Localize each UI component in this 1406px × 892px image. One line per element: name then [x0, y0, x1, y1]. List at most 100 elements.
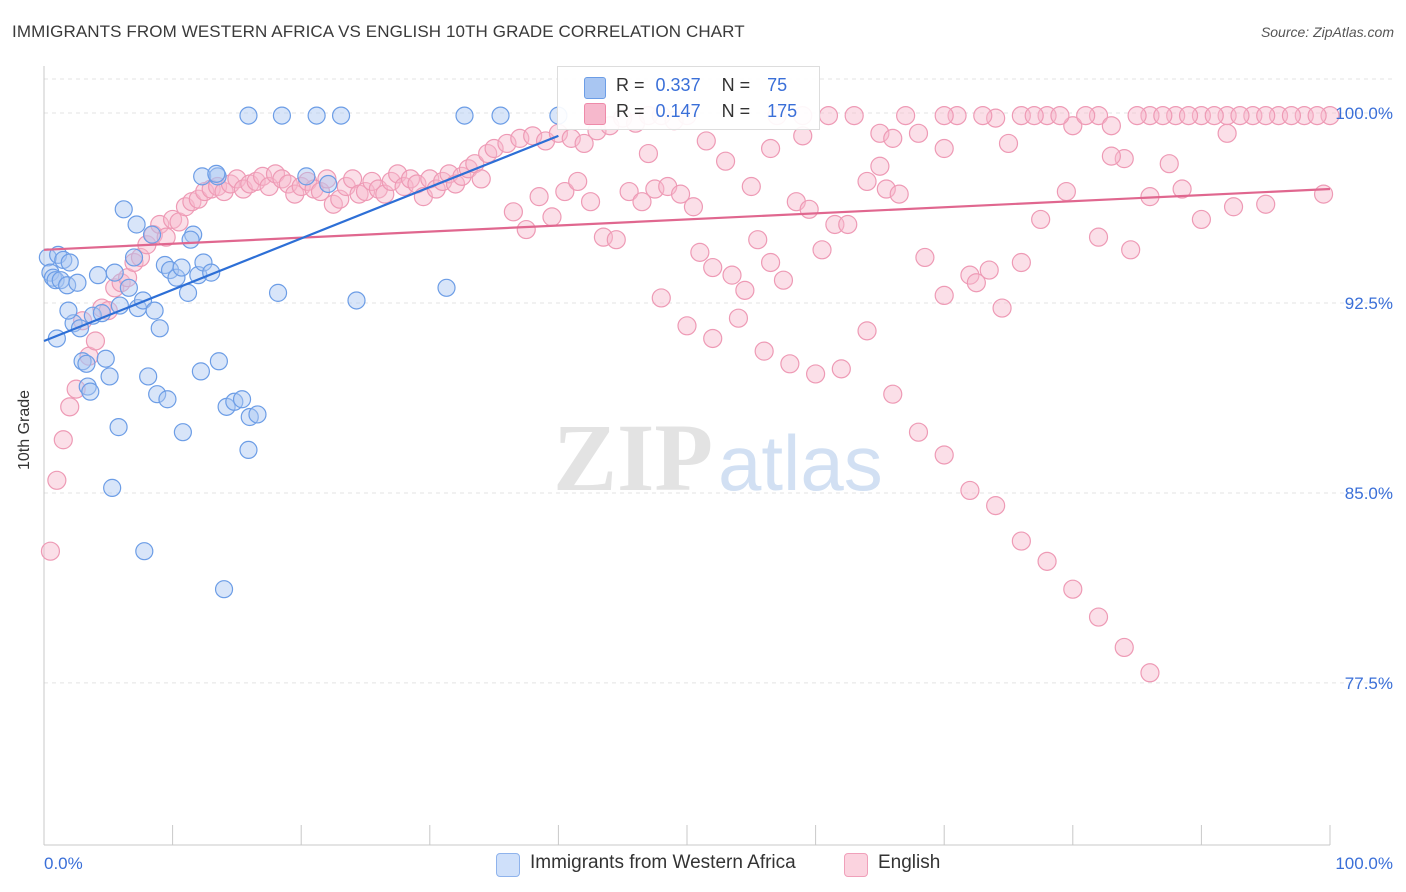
english-point — [1140, 663, 1160, 683]
english-trend-line — [43, 187, 1331, 251]
english-point — [1178, 105, 1199, 126]
english-point — [1056, 181, 1076, 202]
western-africa-points — [38, 106, 568, 599]
english-point — [986, 496, 1006, 516]
western-africa-point — [173, 423, 192, 442]
english-point — [973, 105, 993, 126]
english-point — [812, 240, 832, 260]
legend-row-text: R = 0.147 N = 175 — [616, 101, 797, 122]
english-point — [85, 331, 106, 351]
english-point — [799, 199, 819, 219]
english-point — [272, 169, 292, 189]
y-tick-label: 85.0% — [1345, 484, 1393, 503]
english-point — [1307, 105, 1327, 126]
english-point — [606, 230, 626, 250]
english-point — [844, 105, 864, 126]
english-point — [838, 214, 858, 235]
english-point — [683, 197, 704, 217]
x-tick-label: 100.0% — [1335, 854, 1393, 873]
english-point — [47, 470, 67, 490]
english-point — [375, 184, 395, 204]
western-africa-point — [124, 248, 144, 267]
english-point — [1101, 116, 1121, 136]
western-africa-point — [491, 106, 510, 125]
english-point — [388, 164, 408, 184]
english-point — [1063, 579, 1083, 599]
english-point — [818, 105, 839, 126]
english-point — [1114, 637, 1134, 658]
english-point — [503, 202, 523, 222]
english-point — [748, 230, 768, 250]
english-point — [728, 308, 749, 328]
english-point — [805, 364, 826, 384]
english-point — [1063, 116, 1083, 136]
english-point — [1230, 105, 1250, 126]
english-point — [1127, 105, 1147, 126]
english-point — [1256, 105, 1276, 126]
english-point — [934, 445, 954, 465]
english-point — [1159, 154, 1179, 174]
western-africa-point — [139, 367, 158, 386]
english-point — [1153, 105, 1173, 126]
english-point — [124, 252, 144, 273]
english-point — [150, 214, 170, 235]
n-label: N = — [721, 101, 751, 121]
english-point — [580, 192, 601, 212]
western-africa-point — [105, 263, 124, 282]
english-point — [1172, 179, 1192, 199]
r-label: R = — [616, 75, 645, 95]
western-africa-point — [307, 106, 326, 125]
english-point — [690, 242, 710, 262]
western-africa-point — [455, 106, 474, 125]
english-point — [1011, 252, 1031, 273]
western-africa-point — [297, 167, 316, 186]
english-point — [317, 169, 337, 189]
english-point — [1204, 105, 1224, 126]
english-point — [1101, 146, 1121, 166]
western-africa-point — [158, 390, 177, 409]
western-africa-point — [96, 349, 115, 368]
english-point — [857, 171, 877, 192]
n-label: N = — [721, 75, 751, 95]
english-point — [574, 133, 594, 154]
western-africa-point — [60, 253, 79, 272]
english-point — [1088, 227, 1109, 247]
english-point — [362, 171, 382, 192]
english-point — [696, 131, 716, 151]
r-value: 0.147 — [655, 101, 701, 121]
english-point — [156, 227, 176, 247]
legend-swatch-pink — [584, 103, 606, 125]
western-africa-point — [331, 106, 351, 125]
english-point — [760, 138, 781, 159]
english-point — [227, 169, 247, 189]
watermark-zip: ZIP — [553, 404, 713, 511]
english-point — [323, 194, 343, 214]
western-africa-point — [209, 352, 228, 371]
english-point — [960, 265, 980, 285]
tick-labels: 100.0% 92.5% 85.0% 77.5% 0.0% 100.0% — [44, 104, 1393, 873]
western-africa-point — [181, 230, 200, 249]
r-value: 0.337 — [655, 75, 701, 95]
english-point — [1256, 194, 1276, 214]
english-point — [246, 171, 266, 192]
western-africa-point — [114, 200, 133, 219]
english-point — [896, 105, 916, 126]
english-point — [40, 541, 61, 561]
western-africa-point — [172, 258, 191, 277]
english-point — [735, 280, 755, 300]
western-africa-point — [214, 580, 234, 599]
trend-lines — [43, 134, 1331, 343]
english-point — [870, 156, 890, 176]
source-note: Source: ZipAtlas.com — [1260, 24, 1394, 40]
watermark-atlas: atlas — [718, 419, 883, 507]
western-africa-point — [100, 367, 119, 386]
english-point — [1217, 123, 1237, 143]
english-point — [632, 192, 652, 212]
western-africa-point — [142, 225, 162, 244]
english-point — [298, 171, 318, 192]
n-value: 75 — [767, 75, 788, 95]
western-africa-point — [160, 260, 180, 280]
english-point — [934, 285, 954, 306]
english-point — [979, 260, 999, 280]
